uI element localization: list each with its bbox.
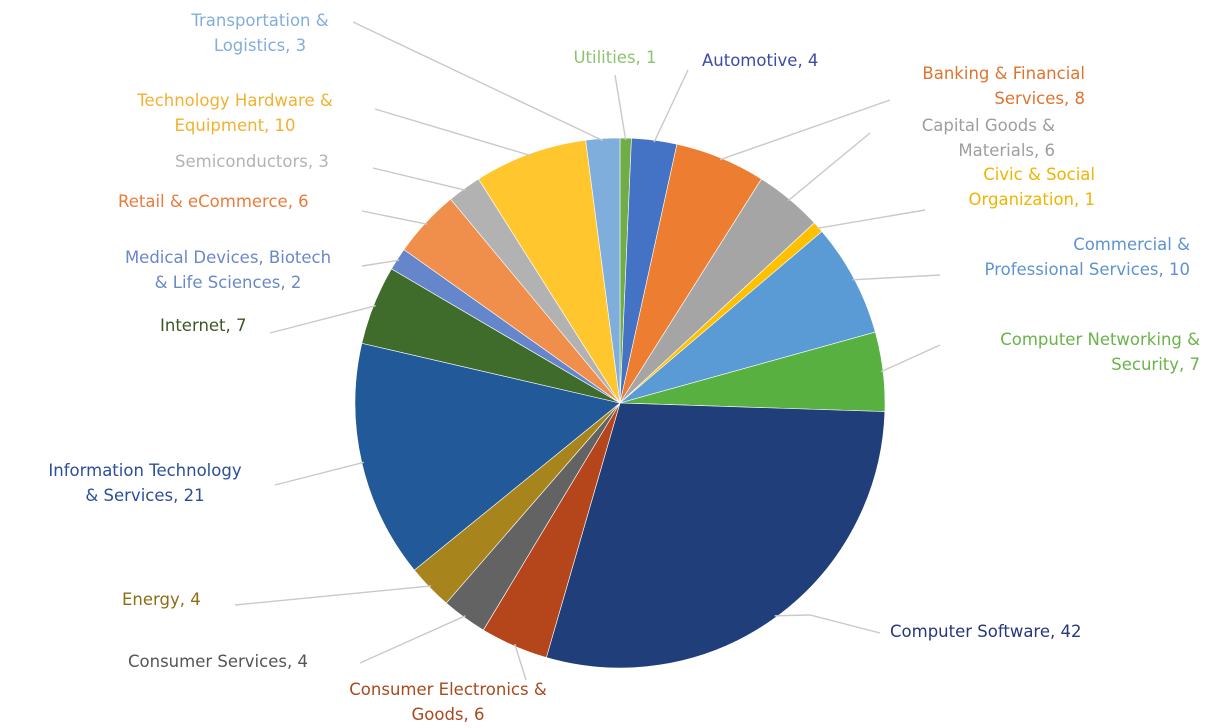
slice-label-line: Internet, 7: [160, 316, 247, 335]
slice-label-civic-and-social-organization: Civic & Social Organization, 1: [969, 165, 1095, 209]
slice-label-banking-and-financial-services: Banking & Financial Services, 8: [922, 64, 1085, 108]
leader-line-banking-and-financial-services: [719, 99, 891, 161]
slice-label-retail-and-ecommerce: Retail & eCommerce, 6: [118, 192, 309, 211]
slice-label-line: Banking & Financial: [922, 64, 1085, 83]
leader-line-computer-software: [774, 614, 881, 634]
slice-label-line: & Services, 21: [85, 486, 204, 505]
slice-label-line: Organization, 1: [969, 190, 1095, 209]
leader-line-consumer-services: [359, 615, 466, 664]
leader-lines: [234, 21, 941, 681]
leader-line-automotive: [653, 69, 689, 143]
pie-slice-computer-software: [545, 402, 886, 669]
slice-label-line: Security, 7: [1111, 355, 1200, 374]
leader-line-utilities: [614, 74, 627, 141]
leader-line-transportation-and-logistics: [352, 21, 604, 142]
slice-label-line: Materials, 6: [958, 141, 1055, 160]
slice-label-consumer-electronics-and-goods: Consumer Electronics & Goods, 6: [349, 680, 547, 724]
leader-line-internet: [269, 305, 376, 334]
slice-label-internet: Internet, 7: [160, 316, 247, 335]
slice-label-line: Transportation &: [190, 11, 328, 30]
pie-slice-commercial-and-professional-services: [619, 231, 876, 404]
slice-label-line: Technology Hardware &: [136, 91, 333, 110]
leader-line-civic-and-social-organization: [816, 209, 926, 230]
slice-label-line: Computer Networking &: [1000, 330, 1200, 349]
slice-label-line: Computer Software, 42: [890, 622, 1082, 641]
slice-label-computer-networking-and-security: Computer Networking & Security, 7: [1000, 330, 1200, 374]
slice-label-utilities: Utilities, 1: [573, 48, 656, 67]
leader-line-capital-goods-and-materials: [787, 132, 871, 202]
leader-line-computer-networking-and-security: [880, 344, 941, 373]
slice-label-computer-software: Computer Software, 42: [890, 622, 1082, 641]
slice-label-line: Capital Goods &: [922, 116, 1055, 135]
slice-label-technology-hardware-and-equipment: Technology Hardware & Equipment, 10: [136, 91, 333, 135]
leader-line-medical-devices-biotech-and-life-sciences: [361, 259, 400, 267]
leader-line-information-technology-and-services: [274, 461, 364, 486]
slice-labels: Utilities, 1 Automotive, 4 Banking & Finan…: [48, 11, 1200, 724]
slice-label-line: & Life Sciences, 2: [155, 273, 302, 292]
slice-label-line: Information Technology: [48, 461, 241, 480]
leader-line-consumer-electronics-and-goods: [514, 643, 527, 681]
leader-line-semiconductors: [372, 167, 466, 191]
slice-label-line: Automotive, 4: [702, 51, 818, 70]
slice-label-line: Professional Services, 10: [985, 260, 1190, 279]
slice-label-information-technology-and-services: Information Technology & Services, 21: [48, 461, 241, 505]
slice-label-semiconductors: Semiconductors, 3: [175, 152, 329, 171]
slice-label-line: Utilities, 1: [573, 48, 656, 67]
slice-label-line: Consumer Services, 4: [128, 652, 308, 671]
slice-label-line: Logistics, 3: [214, 36, 306, 55]
leader-line-technology-hardware-and-equipment: [374, 108, 531, 157]
slice-label-line: Energy, 4: [122, 590, 201, 609]
slice-label-line: Services, 8: [994, 89, 1085, 108]
leader-line-energy: [234, 585, 432, 606]
slice-label-consumer-services: Consumer Services, 4: [128, 652, 308, 671]
leader-line-retail-and-ecommerce: [361, 210, 428, 225]
slice-label-line: Civic & Social: [983, 165, 1095, 184]
pie-slice-technology-hardware-and-equipment: [478, 139, 621, 404]
slice-label-commercial-and-professional-services: Commercial & Professional Services, 10: [985, 235, 1191, 279]
slice-label-energy: Energy, 4: [122, 590, 201, 609]
slice-label-line: Retail & eCommerce, 6: [118, 192, 309, 211]
slice-label-transportation-and-logistics: Transportation & Logistics, 3: [190, 11, 328, 55]
slice-label-line: Goods, 6: [411, 705, 484, 724]
slice-label-automotive: Automotive, 4: [702, 51, 818, 70]
pie-slice-transportation-and-logistics: [585, 137, 621, 404]
slice-label-line: Semiconductors, 3: [175, 152, 329, 171]
leader-line-commercial-and-professional-services: [852, 274, 941, 281]
slice-label-line: Medical Devices, Biotech: [125, 248, 331, 267]
slice-label-line: Equipment, 10: [174, 116, 295, 135]
slice-label-line: Consumer Electronics &: [349, 680, 547, 699]
slice-label-capital-goods-and-materials: Capital Goods & Materials, 6: [922, 116, 1055, 160]
slice-label-line: Commercial &: [1073, 235, 1190, 254]
slice-label-medical-devices-biotech-and-life-sciences: Medical Devices, Biotech & Life Sciences,…: [125, 248, 331, 292]
pie-slices: [354, 137, 886, 669]
